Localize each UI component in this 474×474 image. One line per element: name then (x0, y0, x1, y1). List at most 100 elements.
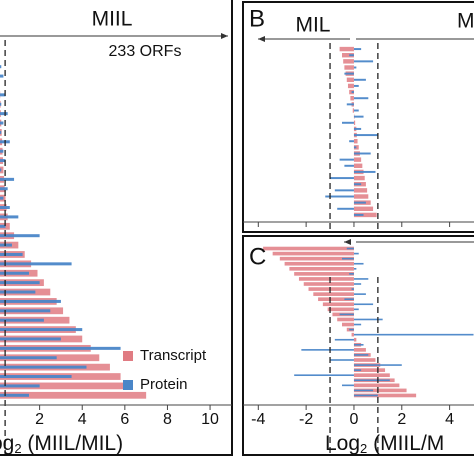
transcript-bar (353, 120, 356, 125)
protein-bar (0, 74, 4, 78)
protein-bar (0, 215, 19, 219)
protein-bar (353, 152, 371, 155)
protein-bar (0, 102, 2, 106)
protein-bar (353, 115, 364, 118)
transcript-bar (353, 368, 386, 372)
x-axis-label-sub: 2 (360, 441, 367, 456)
protein-bar (353, 170, 376, 173)
x-axis-label-rest: (MIIL/M (367, 432, 444, 455)
transcript-bar (353, 383, 400, 388)
protein-bar (353, 318, 383, 321)
protein-bar (0, 346, 121, 350)
x-tick-label: 0 (350, 411, 359, 428)
transcript-bar (337, 317, 354, 322)
legend-swatch (123, 351, 133, 361)
transcript-bar (353, 139, 358, 144)
transcript-bar (353, 194, 369, 199)
protein-bar (353, 146, 357, 149)
protein-bar (0, 393, 29, 397)
panel-label: C (249, 243, 266, 270)
protein-bar (0, 252, 23, 256)
protein-bar (0, 65, 2, 69)
transcript-bar (279, 256, 354, 261)
protein-bar (353, 278, 369, 280)
transcript-bar (352, 108, 354, 113)
x-axis-label: Log2 (MIIL/M (325, 432, 444, 457)
transcript-bar (353, 393, 417, 398)
protein-bar (349, 140, 354, 143)
transcript-bar (343, 59, 354, 64)
transcript-bar (308, 287, 354, 291)
protein-bar (344, 298, 354, 301)
protein-bar (353, 369, 362, 371)
protein-bar (351, 91, 354, 94)
plot-area (0, 40, 147, 454)
transcript-bar (313, 292, 354, 296)
x-tick-label: 6 (120, 411, 129, 428)
transcript-bar (353, 373, 390, 378)
transcript-bar (353, 388, 407, 393)
protein-bar (294, 374, 354, 377)
protein-bar (353, 308, 359, 311)
annotation: MIIL (92, 8, 133, 31)
protein-bar (0, 384, 40, 388)
protein-bar (0, 224, 6, 228)
protein-bar (353, 60, 374, 63)
protein-bar (353, 343, 364, 346)
transcript-bar (353, 145, 359, 150)
x-tick-label: 4 (445, 411, 454, 428)
x-tick-label: -4 (251, 411, 265, 428)
protein-bar (353, 109, 359, 112)
transcript-bar (353, 348, 366, 352)
protein-bar (0, 206, 10, 210)
x-axis-label-main: Log (325, 432, 360, 455)
legend-swatch (123, 380, 133, 390)
protein-bar (353, 303, 374, 306)
protein-bar (0, 234, 40, 238)
transcript-bar (303, 282, 354, 286)
protein-bar (353, 66, 357, 69)
protein-bar (353, 267, 357, 270)
transcript-bar (353, 358, 376, 362)
protein-bar (353, 379, 390, 382)
transcript-bar (0, 382, 132, 390)
protein-bar (0, 337, 61, 341)
protein-bar (339, 313, 354, 316)
protein-bar (0, 356, 57, 360)
protein-bar (0, 159, 6, 163)
protein-bar (301, 349, 354, 351)
transcript-bar (322, 302, 354, 307)
x-tick-label: 2 (35, 411, 44, 428)
x-tick-label: 2 (397, 411, 406, 428)
protein-bar (344, 72, 354, 75)
x-tick-label: 8 (163, 411, 172, 428)
protein-bar (353, 364, 402, 366)
protein-bar (0, 177, 15, 181)
transcript-bar (294, 272, 354, 276)
x-axis-label-main: og (0, 432, 14, 455)
protein-bar (353, 84, 359, 87)
transcript-bar (284, 261, 354, 266)
protein-bar (353, 183, 362, 186)
transcript-bar (327, 307, 354, 312)
transcript-bar (353, 163, 363, 168)
protein-bar (0, 365, 87, 369)
protein-bar (0, 121, 4, 125)
protein-bar (346, 103, 354, 106)
protein-bar (353, 389, 374, 392)
x-axis-label-rest: (MIIL/MIL) (22, 432, 124, 455)
protein-bar (349, 328, 354, 331)
transcript-bar (0, 391, 147, 399)
protein-bar (353, 127, 362, 130)
plot-area (325, 43, 379, 231)
protein-bar (0, 196, 4, 200)
protein-bar (0, 309, 51, 313)
protein-bar (0, 112, 8, 116)
panel-frame (242, 235, 474, 456)
legend-label: Transcript (140, 347, 207, 364)
protein-bar (0, 130, 2, 134)
transcript-bar (272, 251, 354, 256)
protein-bar (0, 375, 72, 379)
plot-area (263, 246, 474, 454)
